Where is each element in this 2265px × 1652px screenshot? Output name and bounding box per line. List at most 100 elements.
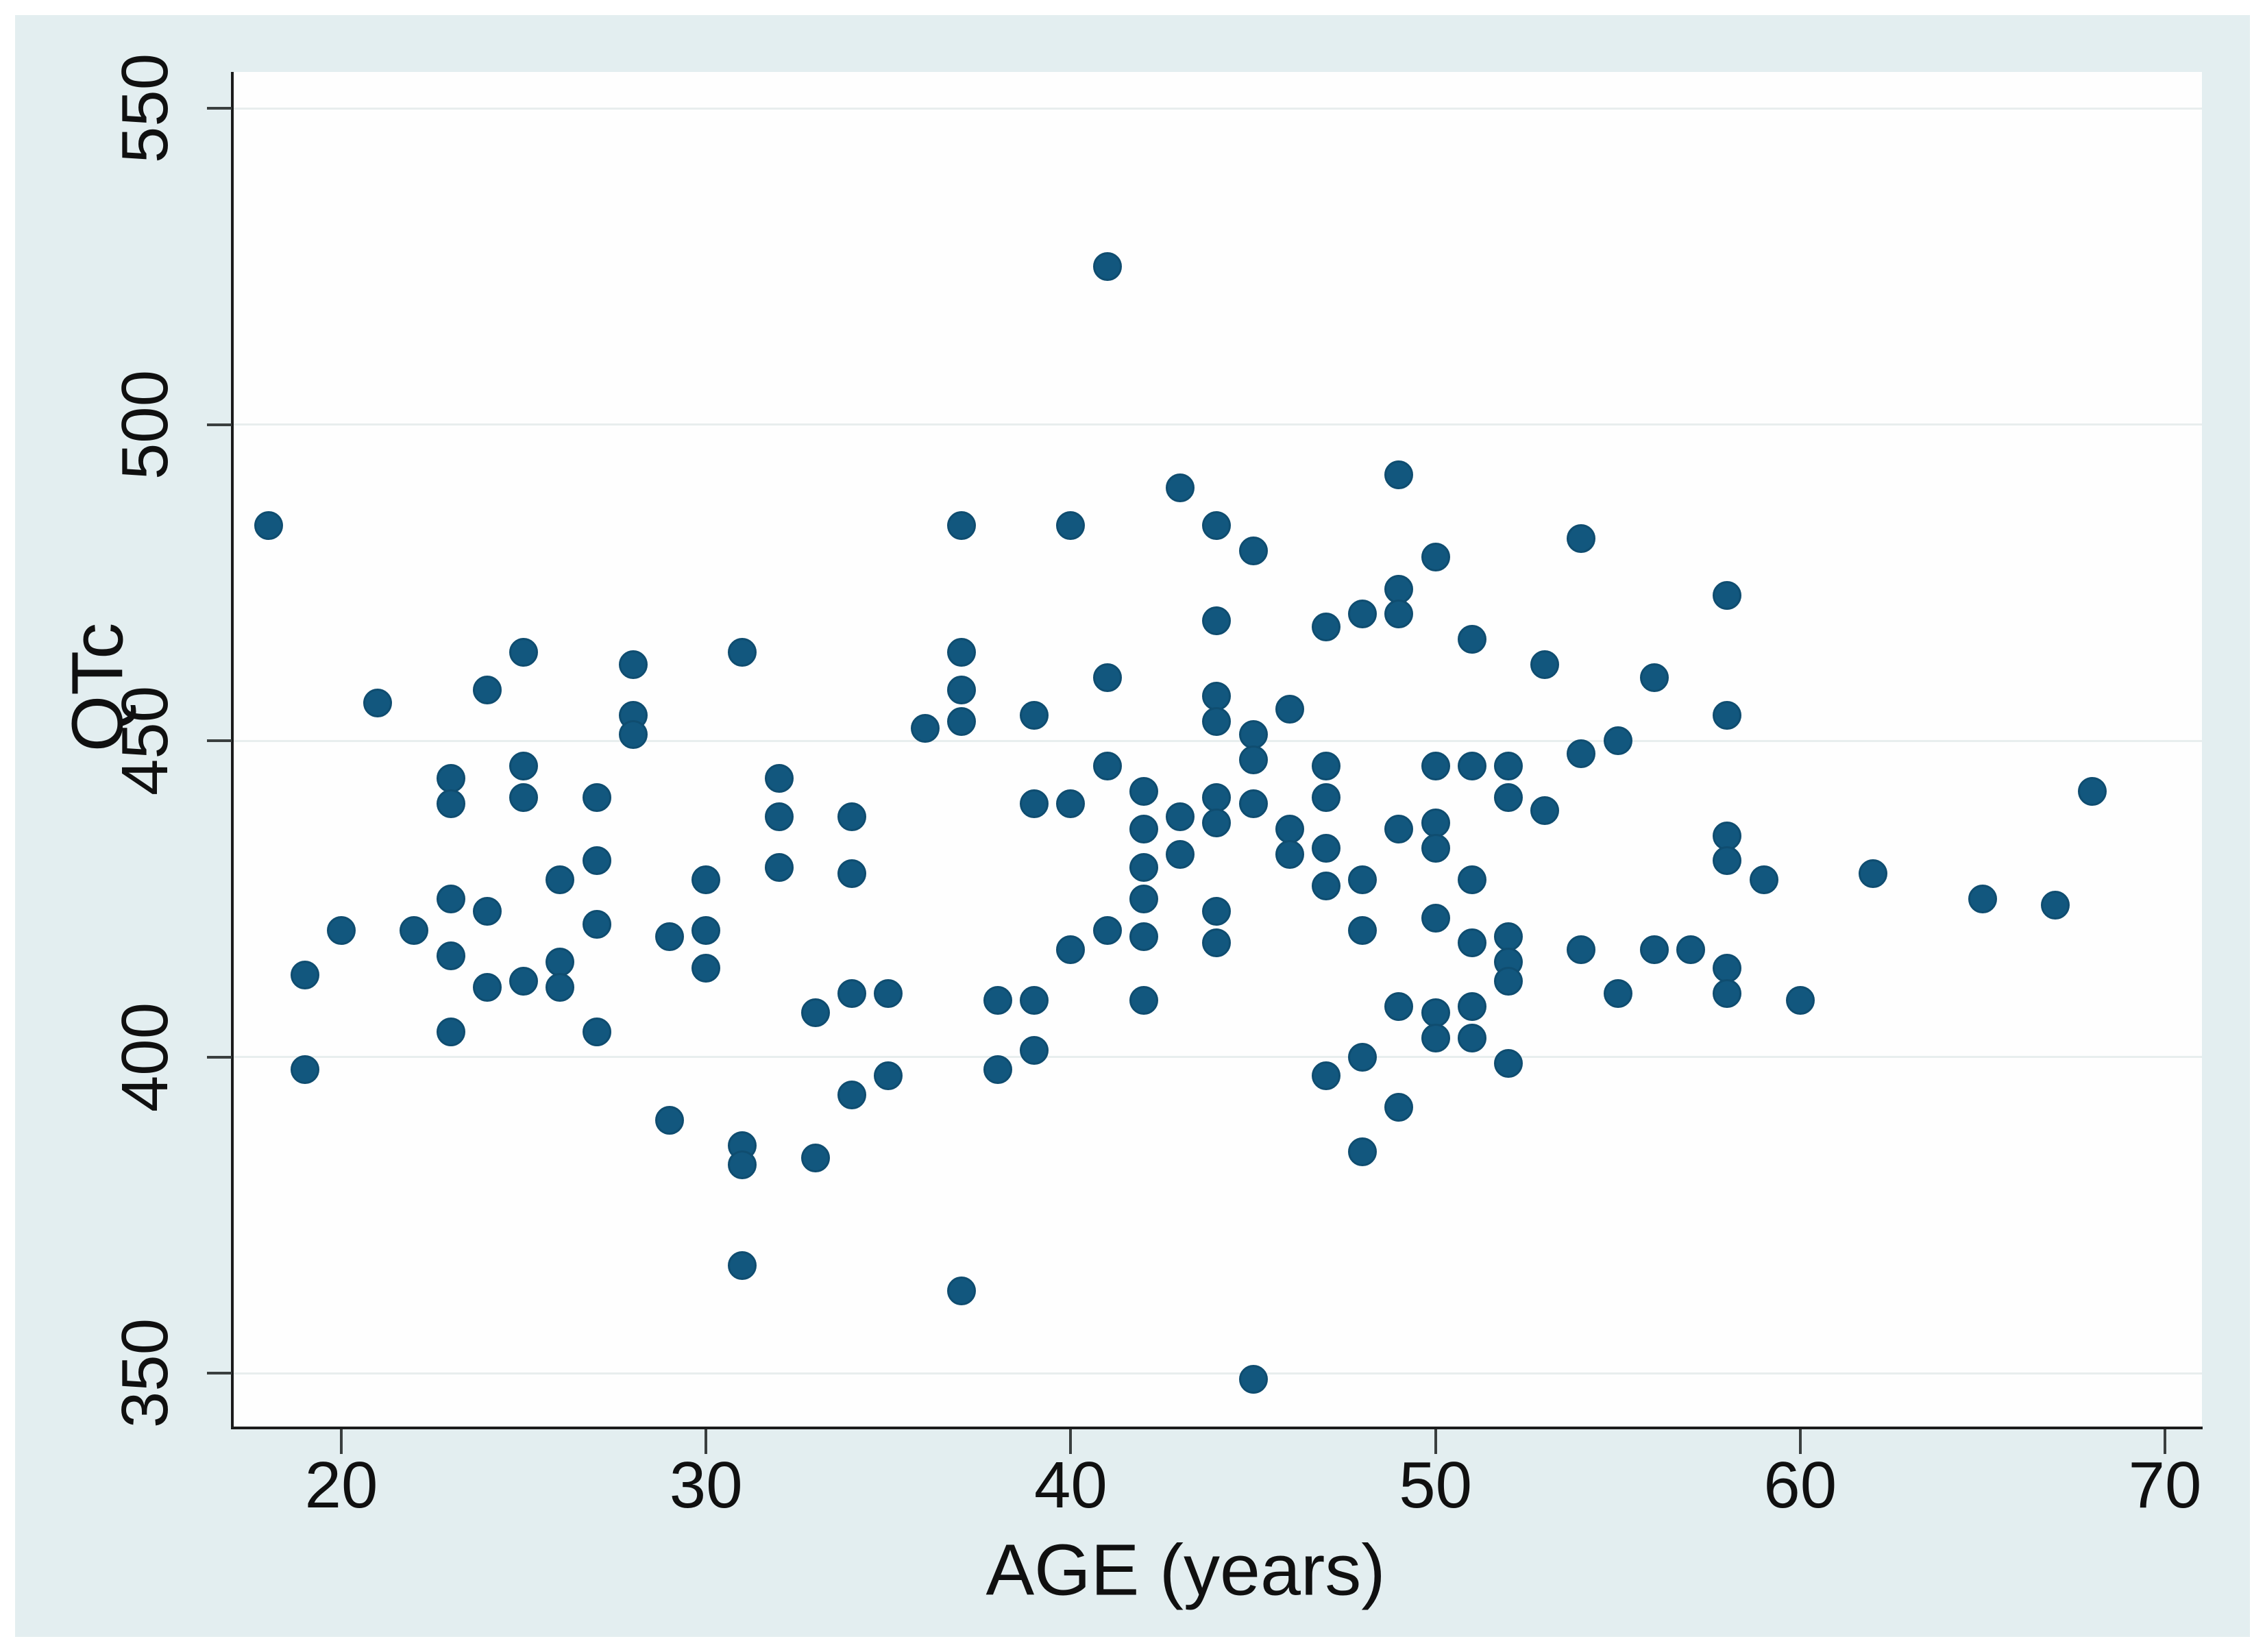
- data-point: [1092, 752, 1122, 781]
- x-tick-label-60: 60: [1763, 1448, 1837, 1522]
- data-point: [1384, 1093, 1414, 1122]
- data-point: [837, 802, 867, 831]
- data-point: [1202, 809, 1232, 838]
- data-point: [654, 1105, 684, 1135]
- data-point: [1275, 815, 1304, 844]
- data-point: [1311, 834, 1340, 863]
- data-point: [1020, 789, 1049, 819]
- data-point: [1311, 1061, 1340, 1091]
- data-point: [1530, 650, 1560, 680]
- data-point: [1311, 612, 1340, 641]
- data-point: [1238, 789, 1268, 819]
- data-point: [728, 1150, 757, 1179]
- data-point: [546, 948, 575, 977]
- data-point: [983, 985, 1012, 1015]
- data-point: [1457, 1023, 1486, 1052]
- y-tick-350: [207, 1372, 232, 1375]
- data-point: [1129, 985, 1158, 1015]
- data-point: [1968, 884, 1997, 913]
- x-tick-20: [340, 1429, 343, 1454]
- data-point: [582, 846, 611, 876]
- data-point: [837, 1081, 867, 1110]
- y-tick-label-350: 350: [108, 1318, 182, 1429]
- data-point: [1384, 460, 1414, 490]
- data-point: [1457, 865, 1486, 895]
- data-point: [1129, 776, 1158, 806]
- data-point: [1421, 543, 1450, 572]
- data-point: [400, 916, 429, 946]
- data-point: [946, 637, 976, 667]
- data-point: [1713, 701, 1742, 730]
- data-point: [1166, 802, 1195, 831]
- y-axis-title: QTc: [57, 622, 138, 752]
- data-point: [1129, 884, 1158, 913]
- data-point: [290, 1055, 319, 1085]
- x-tick-label-70: 70: [2128, 1448, 2202, 1522]
- data-point: [1020, 701, 1049, 730]
- data-point: [728, 637, 757, 667]
- data-point: [800, 1144, 830, 1173]
- data-point: [1530, 796, 1560, 825]
- data-point: [582, 909, 611, 939]
- data-point: [1713, 821, 1742, 850]
- plot-area: [233, 72, 2202, 1427]
- data-point: [1275, 840, 1304, 870]
- x-axis-title: AGE (years): [985, 1529, 1386, 1611]
- data-point: [1421, 809, 1450, 838]
- data-point: [618, 719, 648, 749]
- data-point: [764, 852, 794, 882]
- data-point: [1166, 840, 1195, 870]
- data-point: [874, 979, 903, 1009]
- data-point: [1129, 815, 1158, 844]
- y-tick-550: [207, 107, 232, 110]
- data-point: [1129, 852, 1158, 882]
- gridline-y-350: [233, 1372, 2202, 1374]
- data-point: [1567, 523, 1596, 553]
- data-point: [837, 859, 867, 888]
- data-point: [618, 650, 648, 680]
- y-tick-label-500: 500: [108, 369, 182, 480]
- y-tick-label-550: 550: [108, 53, 182, 164]
- data-point: [946, 511, 976, 541]
- data-point: [1348, 916, 1378, 946]
- x-axis-line: [231, 1427, 2203, 1429]
- data-point: [509, 966, 539, 996]
- data-point: [1494, 1048, 1523, 1078]
- data-point: [946, 676, 976, 705]
- data-point: [1384, 991, 1414, 1021]
- data-point: [764, 802, 794, 831]
- data-point: [1494, 783, 1523, 813]
- data-point: [654, 922, 684, 952]
- data-point: [1457, 752, 1486, 781]
- data-point: [1092, 663, 1122, 692]
- data-point: [290, 960, 319, 989]
- data-point: [1092, 916, 1122, 946]
- gridline-y-450: [233, 739, 2202, 742]
- x-tick-70: [2164, 1429, 2166, 1454]
- data-point: [1056, 511, 1086, 541]
- data-point: [691, 954, 721, 983]
- data-point: [1713, 979, 1742, 1009]
- data-point: [691, 916, 721, 946]
- x-tick-50: [1434, 1429, 1437, 1454]
- data-point: [1603, 979, 1632, 1009]
- data-point: [546, 865, 575, 895]
- data-point: [910, 713, 940, 743]
- data-point: [1202, 897, 1232, 926]
- data-point: [1749, 865, 1778, 895]
- data-point: [1020, 1036, 1049, 1065]
- x-tick-40: [1069, 1429, 1073, 1454]
- gridline-y-500: [233, 423, 2202, 426]
- data-point: [1202, 682, 1232, 711]
- data-point: [1457, 991, 1486, 1021]
- x-tick-label-50: 50: [1399, 1448, 1472, 1522]
- data-point: [327, 916, 356, 946]
- data-point: [2041, 891, 2070, 920]
- data-point: [1421, 834, 1450, 863]
- y-tick-400: [207, 1055, 232, 1059]
- data-point: [983, 1055, 1012, 1085]
- data-point: [1384, 600, 1414, 629]
- data-point: [764, 764, 794, 793]
- data-point: [509, 637, 539, 667]
